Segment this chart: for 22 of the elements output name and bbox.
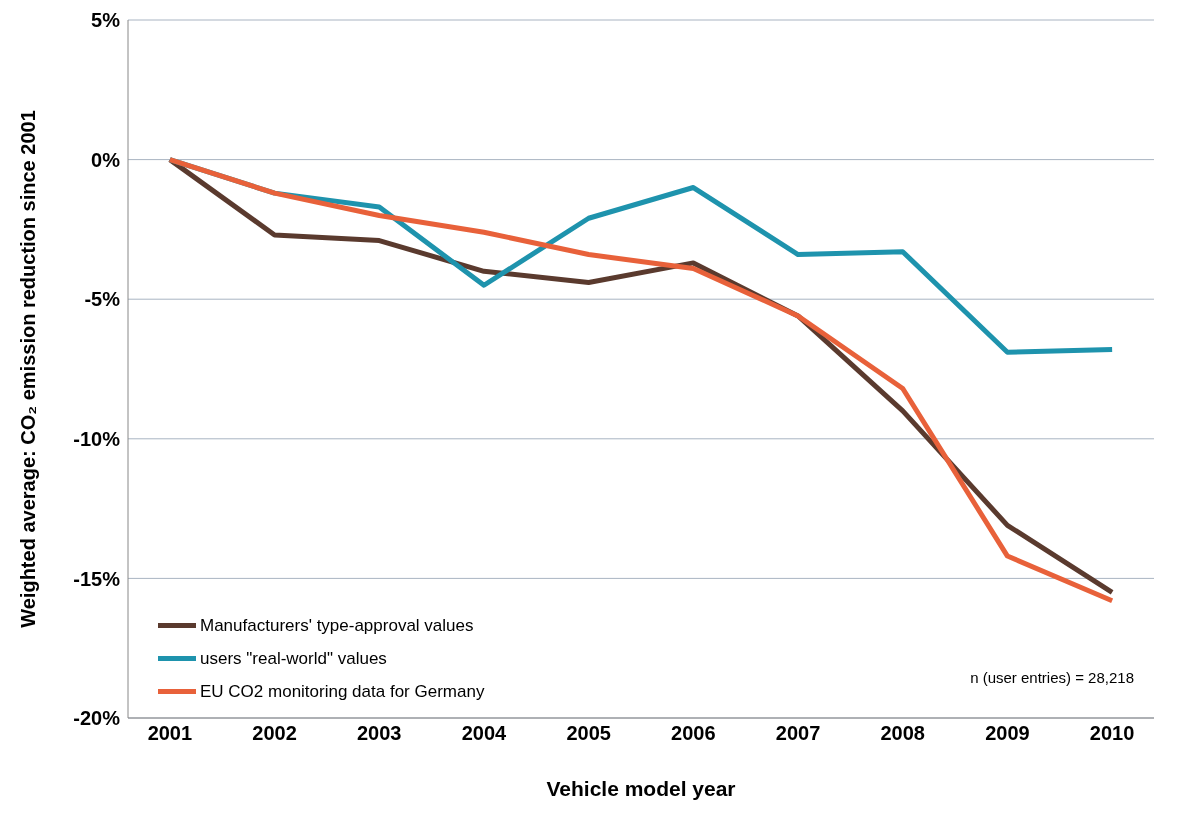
legend-label: EU CO2 monitoring data for Germany: [200, 681, 485, 703]
y-axis-title: Weighted average: CO₂ emission reduction since 2001: [17, 110, 40, 628]
x-tick-label: 2009: [985, 722, 1030, 745]
x-tick-label: 2005: [566, 722, 611, 745]
x-tick-label: 2008: [880, 722, 925, 745]
x-axis-title: Vehicle model year: [546, 777, 736, 800]
x-tick-label: 2002: [252, 722, 297, 745]
y-tick-label: -10%: [73, 427, 121, 450]
x-tick-label: 2003: [357, 722, 402, 745]
x-tick-label: 2007: [775, 722, 821, 745]
y-tick-label: -5%: [84, 288, 121, 311]
annotation: n (user entries) = 28,218: [970, 669, 1134, 686]
y-tick-label: -15%: [73, 567, 121, 590]
x-tick-label: 2010: [1089, 722, 1135, 745]
x-tick-label: 2001: [147, 722, 193, 745]
y-tick-label: 5%: [91, 9, 121, 32]
y-tick-label: -20%: [73, 707, 121, 730]
x-tick-label: 2006: [671, 722, 716, 745]
legend-label: users "real-world" values: [200, 648, 387, 670]
x-tick-label: 2004: [461, 722, 508, 745]
y-tick-label: 0%: [91, 148, 121, 171]
legend-label: Manufacturers' type-approval values: [200, 615, 474, 637]
